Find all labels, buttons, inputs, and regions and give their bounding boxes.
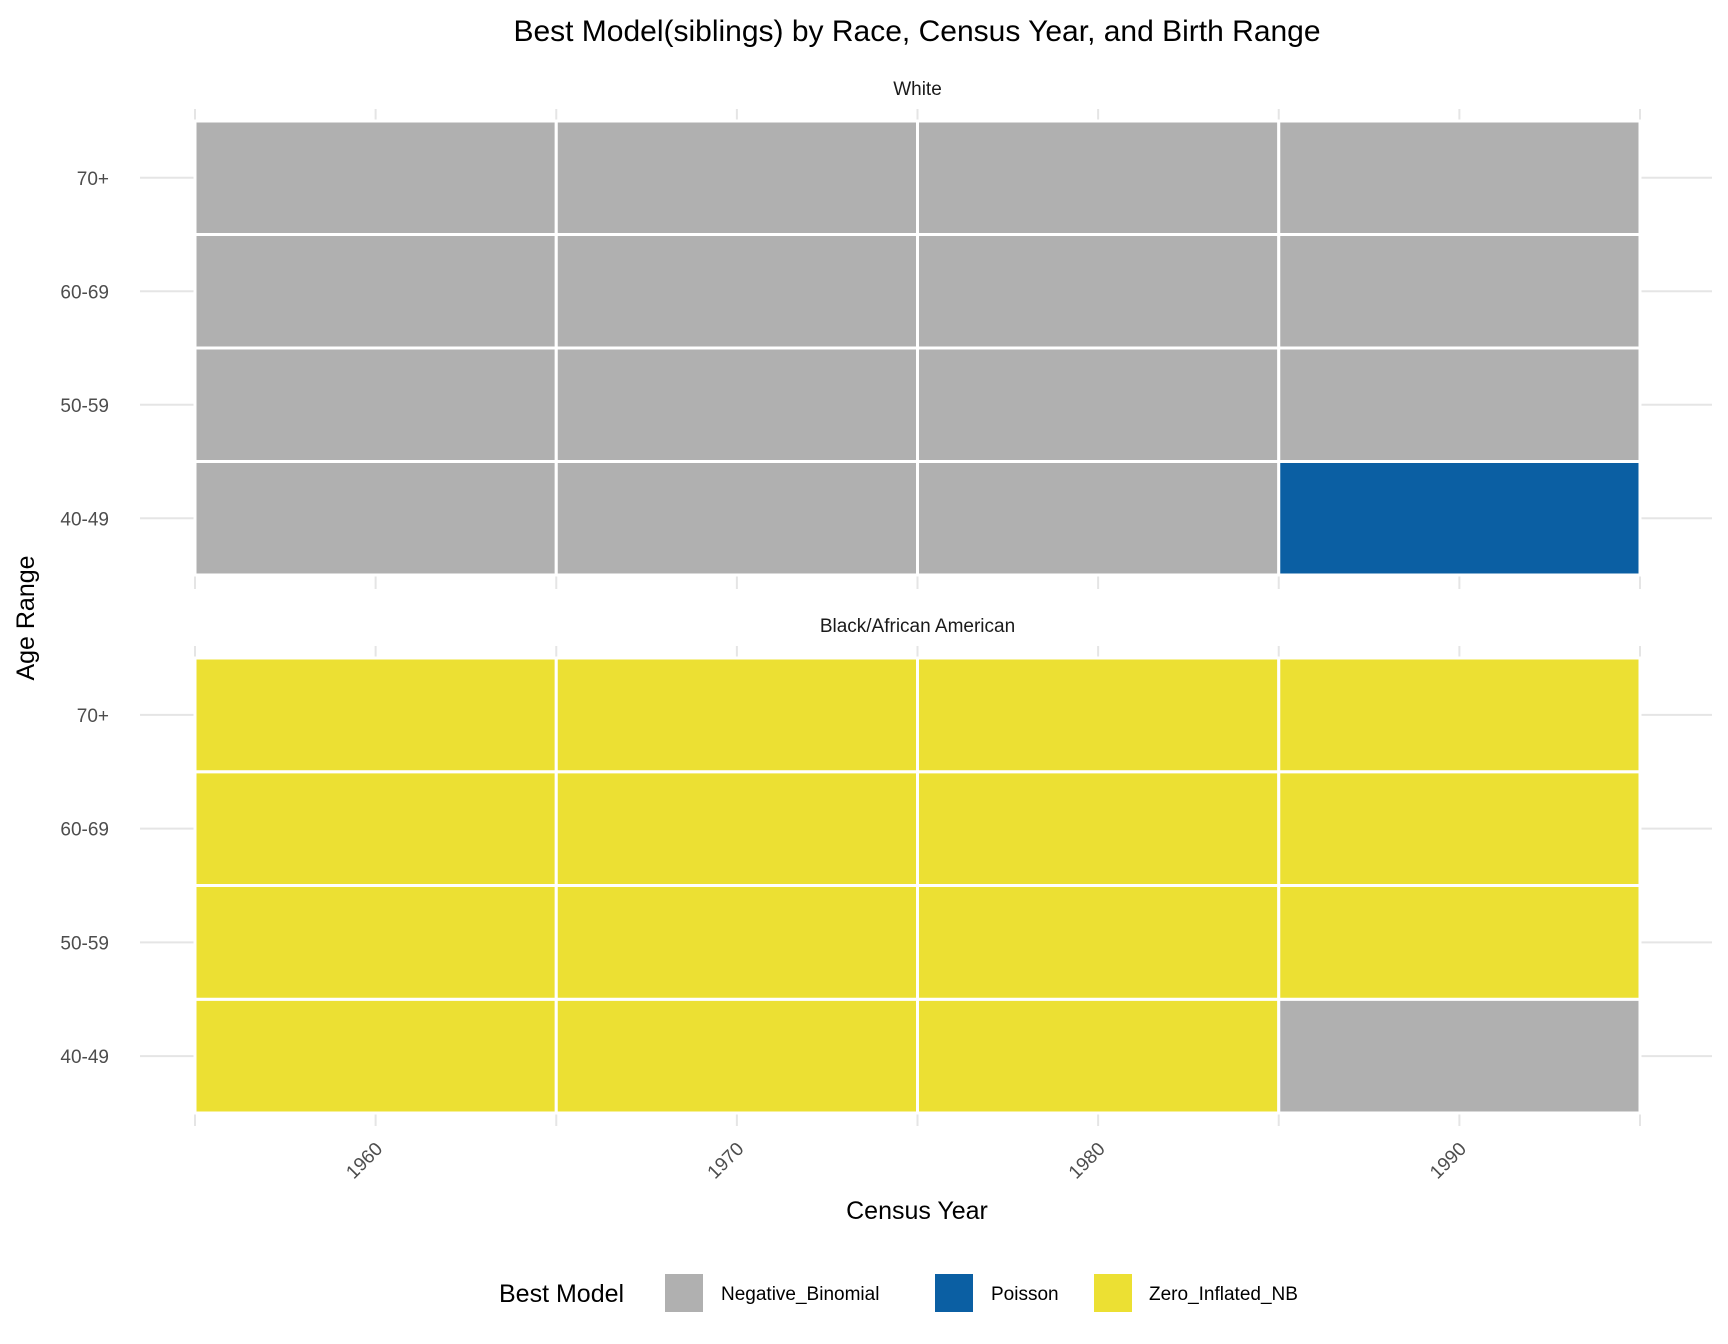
y-tick-label: 50-59 xyxy=(60,933,109,954)
facet-panel: Black/African American 40-49 50-59 60-69 70+ xyxy=(60,616,1712,1126)
legend-title: Best Model xyxy=(499,1280,624,1308)
heatmap-tile xyxy=(1277,656,1642,774)
heatmap-tile xyxy=(554,346,919,463)
heatmap-tile xyxy=(916,460,1281,577)
x-tick-label: 1980 xyxy=(1065,1139,1110,1184)
heatmap-tile xyxy=(193,233,558,350)
heatmap-tile xyxy=(193,460,558,577)
legend-entry-label: Negative_Binomial xyxy=(721,1284,879,1305)
x-tick-label: 1990 xyxy=(1426,1139,1471,1184)
heatmap-tile xyxy=(193,656,558,774)
heatmap-tile xyxy=(1277,997,1642,1115)
legend-key-swatch xyxy=(1094,1274,1132,1312)
legend-entry-label: Poisson xyxy=(991,1284,1059,1305)
y-axis-title: Age Range xyxy=(12,555,40,680)
heatmap-tile xyxy=(916,997,1281,1115)
y-tick-label: 50-59 xyxy=(60,396,109,417)
heatmap-tile xyxy=(554,233,919,350)
heatmap-tile xyxy=(554,997,919,1115)
legend-key-swatch xyxy=(935,1274,973,1312)
y-tick-label: 60-69 xyxy=(60,282,109,303)
heatmap-tile xyxy=(916,119,1281,236)
x-tick-label: 1970 xyxy=(704,1139,749,1184)
heatmap-tile xyxy=(916,770,1281,887)
legend-entry-label: Zero_Inflated_NB xyxy=(1149,1284,1298,1305)
facet-panel: White 40-49 50-59 60-69 70+ xyxy=(60,79,1712,589)
heatmap-tile xyxy=(554,656,919,774)
chart-title: Best Model(siblings) by Race, Census Yea… xyxy=(513,15,1320,48)
y-tick-label: 70+ xyxy=(77,169,109,190)
heatmap-tile xyxy=(1277,346,1642,463)
heatmap-tile xyxy=(1277,233,1642,350)
facet-strip-label: White xyxy=(893,79,942,100)
x-axis-ticks: 1960 1970 1980 1990 xyxy=(342,1139,1470,1184)
heatmap-tile xyxy=(1277,770,1642,887)
heatmap-tile xyxy=(193,997,558,1115)
y-tick-label: 70+ xyxy=(77,706,109,727)
legend: Best Model Negative_Binomial Poisson Zero_I… xyxy=(499,1274,1298,1312)
heatmap-tile xyxy=(554,884,919,1001)
heatmap-tile xyxy=(193,119,558,236)
heatmap-tile xyxy=(193,346,558,463)
heatmap-tile xyxy=(554,770,919,887)
y-tick-label: 40-49 xyxy=(60,509,109,530)
x-tick-label: 1960 xyxy=(342,1139,387,1184)
y-tick-label: 40-49 xyxy=(60,1047,109,1068)
facet-strip-label: Black/African American xyxy=(820,616,1015,637)
heatmap-tile xyxy=(1277,119,1642,236)
heatmap-tile xyxy=(193,884,558,1001)
heatmap-tile xyxy=(916,884,1281,1001)
heatmap-tile xyxy=(916,233,1281,350)
legend-key-swatch xyxy=(665,1274,703,1312)
heatmap-tile xyxy=(916,346,1281,463)
heatmap-tile xyxy=(554,460,919,577)
heatmap-tile xyxy=(554,119,919,236)
heatmap-tile xyxy=(193,770,558,887)
heatmap-tile xyxy=(1277,884,1642,1001)
y-tick-label: 60-69 xyxy=(60,820,109,841)
heatmap-tile xyxy=(1277,460,1642,577)
x-axis-title: Census Year xyxy=(846,1197,988,1225)
heatmap-tile xyxy=(916,656,1281,774)
